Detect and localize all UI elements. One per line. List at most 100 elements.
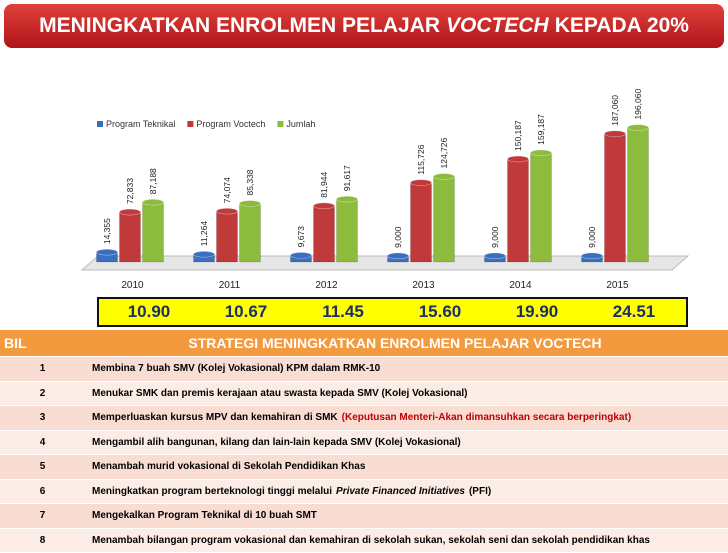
legend-label: Program Voctech <box>196 119 265 129</box>
x-tick-label: 2015 <box>606 280 629 291</box>
value-label: 159,187 <box>536 114 546 145</box>
value-label: 74,074 <box>222 177 232 203</box>
bar-top <box>605 131 626 137</box>
value-label: 9,000 <box>490 226 500 248</box>
bar <box>531 153 552 262</box>
table-row: 6 Meningkatkan program berteknologi tingg… <box>0 480 728 505</box>
value-label: 91,617 <box>342 165 352 191</box>
header-cell: BIL <box>0 335 85 351</box>
bar-top <box>628 125 649 131</box>
text-part: Meningkatkan program berteknologi tinggi… <box>92 486 332 497</box>
title: KEPADA 20% <box>555 14 689 38</box>
bar <box>217 211 238 262</box>
bar-top <box>388 253 409 259</box>
row-number: 1 <box>0 363 85 374</box>
legend-label: Jumlah <box>286 119 315 129</box>
table-row: 3 Memperluaskan kursus MPV dan kemahiran … <box>0 406 728 431</box>
value-label: 9,673 <box>296 226 306 248</box>
text-part: Mengekalkan Program Teknikal di 10 buah … <box>92 510 317 521</box>
percentage: 19.90 <box>497 302 577 322</box>
row-text: Menukar SMK dan premis kerajaan atau swa… <box>85 388 472 399</box>
text-part: (Keputusan Menteri-Akan dimansuhkan seca… <box>342 412 632 423</box>
x-tick-label: 2010 <box>121 280 144 291</box>
x-tick-label: 2011 <box>219 280 241 291</box>
bar-top <box>434 173 455 179</box>
value-label: 9,000 <box>393 226 403 248</box>
bar-top <box>337 196 358 202</box>
bar-top <box>120 209 141 215</box>
bar <box>143 202 164 262</box>
row-number: 8 <box>0 535 85 546</box>
legend-swatch <box>187 121 193 127</box>
bar-top <box>143 199 164 205</box>
percentage: 11.45 <box>303 302 383 322</box>
value-label: 115,726 <box>416 144 426 174</box>
table-row: 2 Menukar SMK dan premis kerajaan atau sw… <box>0 382 728 407</box>
bar <box>240 203 261 262</box>
value-label: 14,355 <box>102 218 112 244</box>
bar-top <box>240 200 261 206</box>
bar-top <box>411 180 432 186</box>
row-text: Memperluaskan kursus MPV dan kemahiran d… <box>85 412 635 423</box>
text-part: Menukar SMK dan premis kerajaan atau swa… <box>92 388 468 399</box>
text-part: Mengambil alih bangunan, kilang dan lain… <box>92 437 461 448</box>
row-text: Menambah murid vokasional di Sekolah Pen… <box>85 461 369 472</box>
row-number: 6 <box>0 486 85 497</box>
legend-swatch <box>97 121 103 127</box>
header-cell: STRATEGI MENINGKATKAN ENROLMEN PELAJAR V… <box>85 335 705 351</box>
bar-top <box>314 203 335 209</box>
bar-top <box>485 253 506 259</box>
bar <box>508 159 529 262</box>
row-number: 4 <box>0 437 85 448</box>
text-part: Menambah bilangan program vokasional dan… <box>92 535 650 546</box>
bar <box>628 128 649 262</box>
bar-top <box>582 253 603 259</box>
title-banner: MENINGKATKAN ENROLMEN PELAJAR VOCTECH KE… <box>4 4 724 48</box>
bar-top <box>194 251 215 257</box>
value-label: 124,726 <box>439 137 449 168</box>
bar-top <box>291 252 312 258</box>
title: MENINGKATKAN ENROLMEN PELAJAR <box>39 14 440 38</box>
row-text: Meningkatkan program berteknologi tinggi… <box>85 486 495 497</box>
row-number: 5 <box>0 461 85 472</box>
bar <box>337 199 358 262</box>
table-row: 4 Mengambil alih bangunan, kilang dan lai… <box>0 431 728 456</box>
text-part: Memperluaskan kursus MPV dan kemahiran d… <box>92 412 338 423</box>
value-label: 87,188 <box>148 168 158 194</box>
value-label: 81,944 <box>319 172 329 198</box>
legend-swatch <box>277 121 283 127</box>
value-label: 187,060 <box>610 95 620 126</box>
text-part: (PFI) <box>469 486 491 497</box>
percentage: 10.67 <box>206 302 286 322</box>
row-number: 7 <box>0 510 85 521</box>
bar <box>314 206 335 262</box>
bar-top <box>508 156 529 162</box>
bar <box>434 176 455 262</box>
x-tick-label: 2014 <box>509 280 532 291</box>
row-number: 3 <box>0 412 85 423</box>
bar <box>605 134 626 262</box>
chart: Program Teknikal Program Voctech Jumlah 201… <box>0 52 728 297</box>
value-label: 11,264 <box>199 221 209 247</box>
bar <box>120 212 141 262</box>
bar-top <box>531 150 552 156</box>
value-label: 9,000 <box>587 226 597 248</box>
value-label: 196,060 <box>633 89 643 120</box>
row-text: Mengekalkan Program Teknikal di 10 buah … <box>85 510 321 521</box>
row-text: Membina 7 buah SMV (Kolej Vokasional) KP… <box>85 363 384 374</box>
title: VOCTECH <box>446 14 549 38</box>
bar <box>411 183 432 262</box>
percentage: 24.51 <box>594 302 674 322</box>
text-part: Private Financed Initiatives <box>336 486 465 497</box>
x-tick-label: 2012 <box>315 280 338 291</box>
legend-label: Program Teknikal <box>106 119 175 129</box>
row-number: 2 <box>0 388 85 399</box>
value-label: 85,338 <box>245 169 255 195</box>
row-text: Menambah bilangan program vokasional dan… <box>85 535 654 546</box>
